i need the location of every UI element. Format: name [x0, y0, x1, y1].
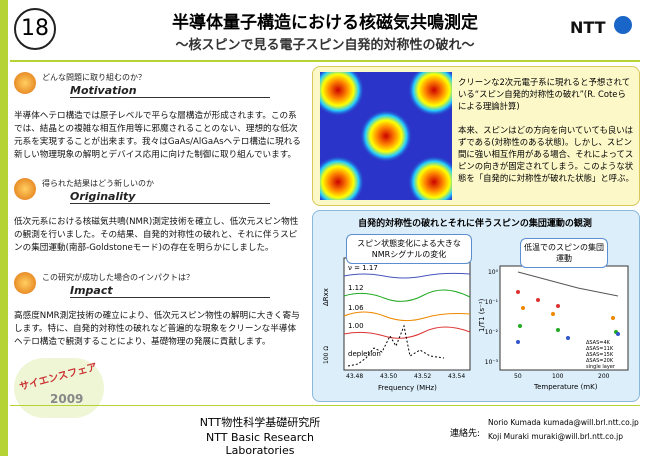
- scale-label: 100 Ω: [323, 346, 330, 364]
- subtitle: ～核スピンで見る電子スピン自発的対称性の破れ～: [175, 38, 475, 53]
- theory-explanation: 本来、スピンはどの方向を向いていても良いはずである(対称性のある状態)。しかし、…: [458, 125, 634, 183]
- legend-entry: single layer: [586, 364, 616, 370]
- t1-plot: 1/T1 (s⁻¹) 10⁰ 10⁻¹ 10⁻² 10⁻³ 50 100 200…: [478, 265, 629, 391]
- section-icon: [14, 272, 36, 294]
- header-rule: [10, 60, 640, 62]
- section-question: この研究が成功した場合のインパクトは？: [42, 273, 194, 282]
- section-body: 半導体ヘテロ構造では原子レベルで平らな層構造が形成されます。この系では、結晶との…: [14, 111, 301, 160]
- x-tick: 50: [514, 373, 522, 380]
- y-label: ΔRxx: [322, 288, 330, 306]
- footer-rule: [10, 405, 640, 406]
- legend-entry: ΔSAS=20K: [586, 358, 614, 364]
- section-heading: Originality: [70, 190, 270, 204]
- x-label: Frequency (MHz): [378, 384, 437, 392]
- x-tick: 100: [552, 373, 564, 380]
- contact-label: 連絡先:: [450, 429, 481, 439]
- title: 半導体量子構造における核磁気共鳴測定: [172, 13, 478, 33]
- section-heading: Motivation: [70, 84, 270, 98]
- fair-logo: [14, 358, 104, 418]
- x-tick: 43.48: [346, 373, 363, 380]
- fair-year: 2009: [50, 392, 84, 406]
- callout: スピン状態変化による大きなNMRシグナルの変化: [346, 234, 472, 264]
- contact: Koji Muraki muraki@will.brl.ntt.co.jp: [488, 432, 623, 441]
- legend-entry: ΔSAS=11K: [586, 346, 614, 352]
- section-body: 低次元系における核磁気共鳴(NMR)測定技術を確立し、低次元スピン物性の観測を行…: [14, 217, 299, 253]
- logo-mark: [614, 16, 632, 34]
- trace-label: 1.06: [348, 304, 364, 312]
- trace-label: 1.12: [348, 284, 364, 292]
- observation-title: 自発的対称性の破れとそれに伴うスピンの集団運動の観測: [358, 219, 592, 229]
- lab-en: NTT Basic Research Laboratories: [205, 431, 315, 456]
- side-bar: [0, 0, 8, 456]
- section-icon: [14, 178, 36, 200]
- y-tick: 10⁻²: [485, 329, 499, 336]
- heatmap: [320, 72, 452, 200]
- y-tick: 10⁰: [488, 269, 499, 276]
- section-icon: [14, 72, 36, 94]
- nmr-plot: ν = 1.17 1.12 1.06 1.00 depletion ΔRxx 1…: [322, 257, 471, 392]
- y-tick: 10⁻¹: [485, 299, 499, 306]
- poster-number: 18: [14, 8, 56, 50]
- contact: Norio Kumada kumada@will.brl.ntt.co.jp: [488, 418, 639, 427]
- legend-entry: ΔSAS=4K: [586, 340, 611, 346]
- x-tick: 43.54: [448, 373, 465, 380]
- lab-ja: NTT物性科学基礎研究所: [199, 416, 321, 429]
- section-heading: Impact: [70, 284, 270, 298]
- legend-entry: ΔSAS=15K: [586, 352, 614, 358]
- x-tick: 200: [598, 373, 610, 380]
- theory-caption: クリーンな2次元電子系に現れると予想されている“スピン自発的対称性の破れ”(R.…: [458, 77, 631, 111]
- logo: NTT: [570, 18, 606, 37]
- y-label: 1/T1 (s⁻¹): [478, 298, 486, 332]
- y-tick: 10⁻³: [485, 359, 499, 366]
- section-question: どんな問題に取り組むのか？: [42, 73, 146, 82]
- trace-label: ν = 1.17: [348, 264, 378, 272]
- x-tick: 43.50: [380, 373, 397, 380]
- trace-label: depletion: [348, 350, 381, 358]
- section-question: 得られた結果はどう新しいのか: [42, 179, 154, 188]
- trace-label: 1.00: [348, 322, 364, 330]
- x-tick: 43.52: [414, 373, 431, 380]
- section-body: 高感度NMR測定技術の確立により、低次元スピン物性の解明に大きく寄与します。特に…: [14, 311, 300, 347]
- x-label: Temperature (mK): [533, 383, 598, 391]
- callout: 低温でのスピンの集団運動: [520, 238, 608, 268]
